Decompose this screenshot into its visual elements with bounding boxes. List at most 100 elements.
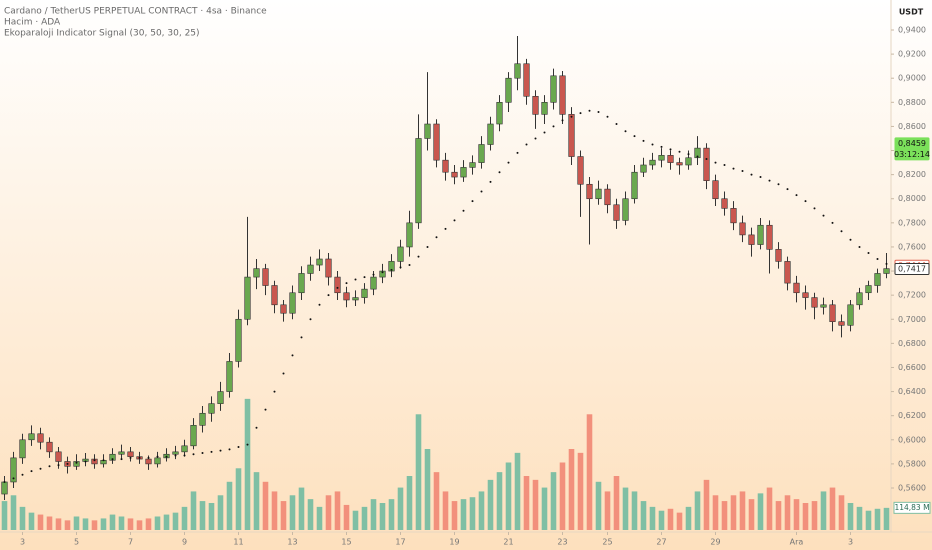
volume-bar (487, 479, 494, 530)
volume-bar (361, 506, 368, 530)
volume-bar (721, 501, 728, 530)
signal-dot (75, 461, 78, 464)
signal-dot (201, 452, 204, 455)
candle-body (46, 441, 53, 453)
y-tick-label: 0,6200 (898, 411, 926, 420)
volume-bar (424, 449, 431, 530)
signal-dot (543, 131, 546, 134)
candle-body (406, 222, 413, 248)
volume-bar (334, 491, 341, 530)
signal-dot (408, 264, 411, 267)
volume-bar (739, 491, 746, 530)
volume-bar (523, 476, 530, 530)
volume-bar (181, 506, 188, 530)
candle-body (739, 222, 746, 236)
volume-bar (190, 491, 197, 530)
candle-body (577, 156, 584, 185)
candle-body (316, 258, 323, 266)
volume-bar (883, 507, 890, 530)
candle-body (856, 292, 863, 306)
signal-dot (822, 214, 825, 217)
volume-bar (649, 506, 656, 530)
volume-bar (127, 518, 134, 530)
candle-body (181, 445, 188, 453)
volume-bar (253, 472, 260, 530)
signal-dot (30, 470, 33, 473)
volume-bar (262, 481, 269, 530)
price-tag (894, 263, 930, 276)
signal-dot (552, 125, 555, 128)
signal-dot (129, 456, 132, 459)
volume-bar (658, 510, 665, 530)
candle-body (271, 285, 278, 306)
volume-bar (100, 518, 107, 530)
candle-body (523, 63, 530, 97)
volume-bar (667, 508, 674, 530)
signal-dot (246, 443, 249, 446)
signal-dot (570, 115, 573, 118)
candle-body (172, 451, 179, 455)
candle-body (793, 282, 800, 294)
volume-bar (820, 491, 827, 530)
volume-bar (829, 487, 836, 530)
signal-dot (417, 255, 420, 258)
x-tick-label: 17 (395, 538, 405, 547)
volume-bar (514, 452, 521, 530)
signal-dot (435, 236, 438, 239)
volume-bar (613, 476, 620, 530)
signal-dot (480, 190, 483, 193)
signal-dot (48, 465, 51, 468)
signal-dot (291, 354, 294, 357)
x-tick-label: 3 (20, 538, 25, 547)
volume-bar (118, 516, 125, 530)
y-tick-label: 0,5600 (898, 484, 926, 493)
candle-body (334, 276, 341, 294)
signal-dot (723, 163, 726, 166)
candle-body (478, 144, 485, 163)
candle-body (658, 155, 665, 161)
volume-bar (865, 510, 872, 530)
volume-bar (712, 495, 719, 530)
candle-body (55, 451, 62, 462)
volume-bar (379, 503, 386, 530)
volume-bar (55, 518, 62, 530)
candle-body (253, 268, 260, 278)
candle-body (496, 102, 503, 125)
signal-dot (579, 112, 582, 115)
y-tick-label: 0,9200 (898, 50, 926, 59)
volume-bar (496, 472, 503, 530)
signal-dot (21, 473, 24, 476)
y-tick-label: 0,6400 (898, 387, 926, 396)
y-tick-label: 0,6600 (898, 363, 926, 372)
signal-dot (615, 123, 618, 126)
volume-bar (460, 499, 467, 530)
volume-bar (469, 497, 476, 530)
candle-body (352, 297, 359, 301)
volume-bar (82, 518, 89, 530)
signal-dot (669, 148, 672, 151)
candle-body (118, 451, 125, 455)
candle-body (325, 258, 332, 278)
signal-dot (300, 336, 303, 339)
x-tick-label: 13 (287, 538, 297, 547)
volume-bar (874, 508, 881, 530)
volume-bar (604, 491, 611, 530)
signal-dot (561, 119, 564, 122)
volume-bar (46, 516, 53, 530)
volume-bar (37, 514, 44, 530)
volume-bar (442, 491, 449, 530)
volume-bar (325, 495, 332, 530)
candle-body (154, 457, 161, 465)
volume-bar (64, 520, 71, 530)
candle-body (433, 123, 440, 161)
signal-dot (867, 251, 870, 254)
currency-label[interactable]: USDT (899, 8, 924, 17)
signal-dot (516, 151, 519, 154)
volume-bar (235, 468, 242, 530)
signal-dot (768, 179, 771, 182)
candle-body (370, 276, 377, 290)
price-tag-label: 0,8459 (898, 139, 926, 148)
candle-body (451, 171, 458, 178)
signal-dot (849, 238, 852, 241)
